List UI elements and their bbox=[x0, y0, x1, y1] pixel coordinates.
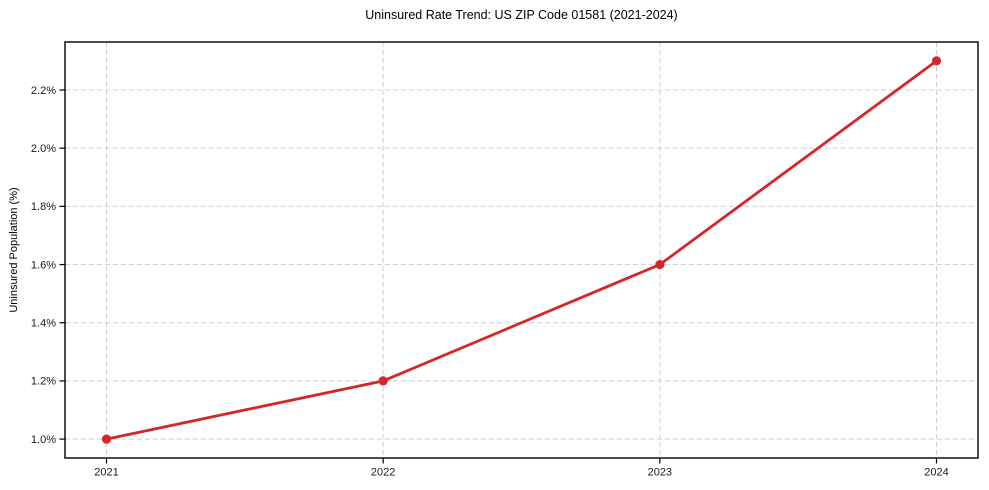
data-point-marker bbox=[101, 434, 112, 444]
data-point-marker bbox=[655, 259, 665, 270]
x-tick-label: 2021 bbox=[94, 467, 118, 479]
y-tick-label: 1.8% bbox=[31, 201, 56, 213]
x-tick-label: 2022 bbox=[371, 467, 395, 479]
x-tick-label: 2023 bbox=[648, 467, 672, 479]
series-line bbox=[105, 59, 938, 441]
chart-title: Uninsured Rate Trend: US ZIP Code 01581 … bbox=[365, 8, 678, 22]
plot-border bbox=[64, 41, 979, 459]
data-point-marker bbox=[378, 376, 388, 386]
x-tick-label: 2024 bbox=[924, 467, 948, 479]
y-tick-label: 2.0% bbox=[31, 143, 56, 155]
y-tick-label: 1.6% bbox=[31, 259, 56, 271]
y-tick-label: 1.0% bbox=[31, 434, 56, 446]
y-tick-label: 1.4% bbox=[31, 318, 56, 330]
y-tick-label: 1.2% bbox=[31, 376, 56, 388]
y-tick-label: 2.2% bbox=[31, 85, 56, 97]
data-point-marker bbox=[931, 56, 942, 66]
